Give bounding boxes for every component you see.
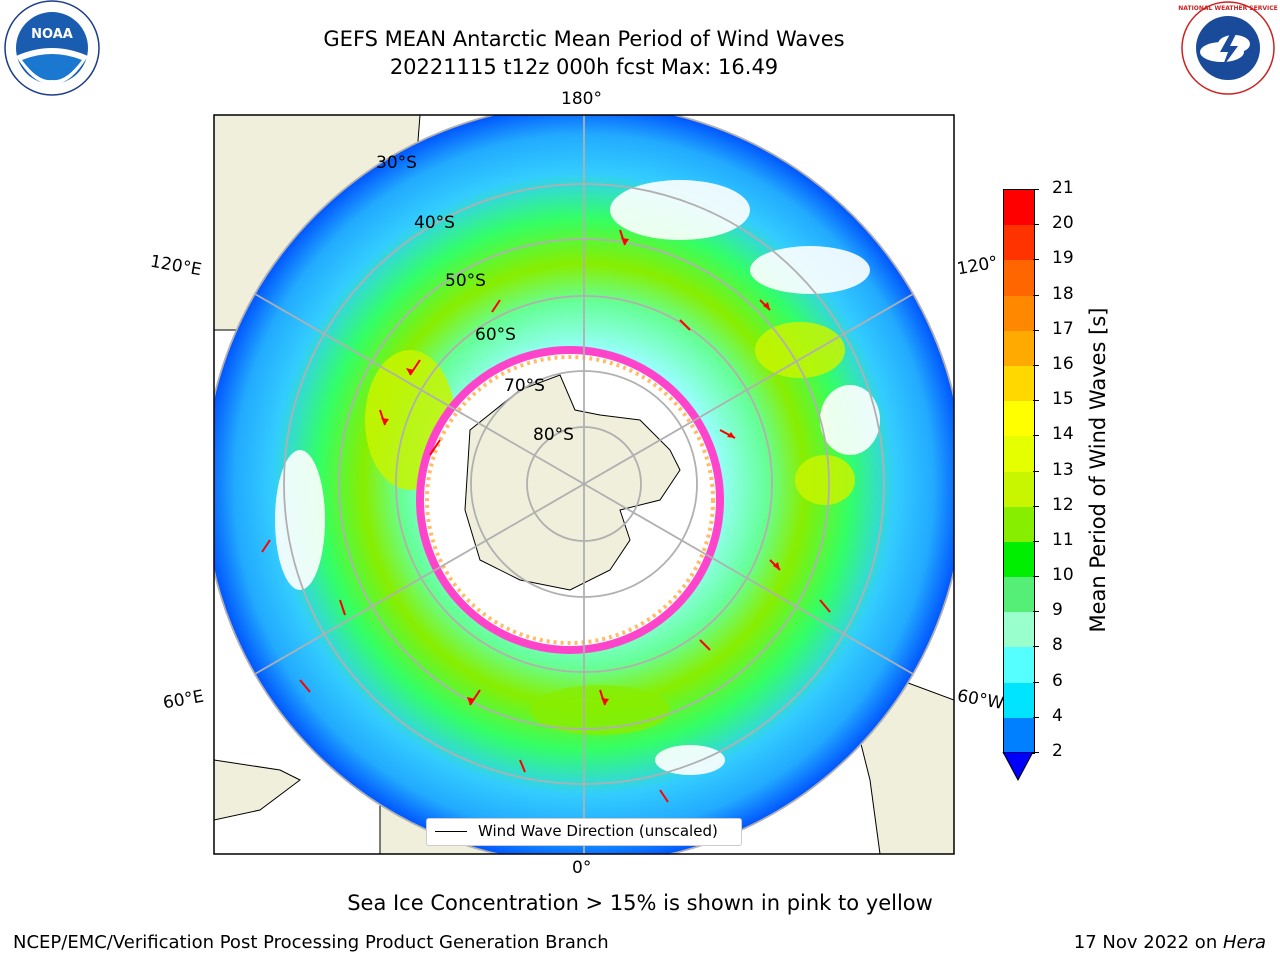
colorbar-tick-label: 11: [1052, 529, 1074, 550]
colorbar-tick-mark: [1033, 505, 1039, 507]
colorbar-tick-label: 16: [1052, 353, 1074, 374]
lon-label-180: 180°: [561, 89, 602, 109]
colorbar-swatch: [1004, 682, 1034, 718]
colorbar-extend-arrow: [1002, 752, 1034, 782]
lat-label-30s: 30°S: [376, 153, 417, 173]
legend-label: Wind Wave Direction (unscaled): [478, 822, 718, 840]
colorbar-tick-mark: [1033, 189, 1039, 190]
colorbar-swatch: [1004, 225, 1034, 261]
colorbar-tick-mark: [1033, 224, 1039, 226]
credit-line: NCEP/EMC/Verification Post Processing Pr…: [13, 932, 609, 953]
colorbar-swatch: [1004, 190, 1034, 226]
colorbar-swatch: [1004, 330, 1034, 366]
colorbar-swatch: [1004, 541, 1034, 578]
colorbar-tick-mark: [1033, 576, 1039, 578]
colorbar-tick-label: 6: [1052, 670, 1063, 691]
lat-label-70s: 70°S: [504, 376, 545, 396]
nws-logo-text: NATIONAL WEATHER SERVICE: [1178, 5, 1277, 12]
colorbar-swatch: [1004, 436, 1034, 472]
colorbar-swatch: [1004, 577, 1034, 613]
colorbar-swatch: [1004, 295, 1034, 331]
colorbar-swatch: [1004, 471, 1034, 507]
colorbar-swatch: [1004, 365, 1034, 402]
lat-label-40s: 40°S: [414, 213, 455, 233]
colorbar-tick-mark: [1033, 364, 1039, 366]
colorbar-tick-mark: [1033, 294, 1039, 296]
colorbar-swatch: [1004, 260, 1034, 296]
colorbar-tick-label: 17: [1052, 318, 1074, 339]
nws-logo: NATIONAL WEATHER SERVICE: [1178, 1, 1278, 95]
noaa-logo-text: NOAA: [31, 27, 73, 42]
lat-label-80s: 80°S: [533, 425, 574, 445]
colorbar-tick-mark: [1033, 259, 1039, 261]
colorbar-tick-mark: [1033, 470, 1039, 472]
colorbar-swatch: [1004, 612, 1034, 648]
colorbar: [1003, 189, 1035, 754]
colorbar-tick-label: 8: [1052, 635, 1063, 656]
map-subtitle: 20221115 t12z 000h fcst Max: 16.49: [389, 55, 779, 79]
colorbar-label: Mean Period of Wind Waves [s]: [1086, 307, 1110, 633]
graticule: [214, 115, 954, 854]
colorbar-tick-mark: [1033, 329, 1039, 331]
colorbar-tick-label: 13: [1052, 459, 1074, 480]
lat-label-60s: 60°S: [475, 325, 516, 345]
colorbar-tick-label: 9: [1052, 600, 1063, 621]
noaa-logo: NOAA: [4, 0, 100, 96]
colorbar-tick-mark: [1033, 400, 1039, 402]
legend-line: [435, 831, 467, 832]
colorbar-tick-label: 12: [1052, 494, 1074, 515]
date-line: 17 Nov 2022 on Hera: [1074, 932, 1266, 953]
colorbar-tick-mark: [1033, 752, 1039, 753]
map-area: [214, 115, 954, 854]
colorbar-tick-label: 14: [1052, 424, 1074, 445]
map-legend: Wind Wave Direction (unscaled): [426, 818, 742, 846]
antarctica: [464, 374, 681, 591]
colorbar-tick-mark: [1033, 540, 1039, 542]
colorbar-tick-label: 18: [1052, 283, 1074, 304]
sea-ice-note: Sea Ice Concentration > 15% is shown in …: [347, 891, 933, 915]
colorbar-tick-mark: [1033, 681, 1039, 683]
colorbar-tick-label: 15: [1052, 389, 1074, 410]
colorbar-tick-label: 20: [1052, 213, 1074, 234]
colorbar-tick-label: 2: [1052, 741, 1063, 761]
colorbar-tick-mark: [1033, 611, 1039, 613]
colorbar-swatch: [1004, 717, 1034, 753]
colorbar-tick-mark: [1033, 435, 1039, 437]
colorbar-swatch: [1004, 401, 1034, 437]
colorbar-swatch: [1004, 647, 1034, 683]
colorbar-tick-mark: [1033, 646, 1039, 648]
lat-label-50s: 50°S: [445, 271, 486, 291]
colorbar-tick-label: 21: [1052, 178, 1074, 198]
colorbar-swatch: [1004, 506, 1034, 542]
colorbar-tick-label: 4: [1052, 705, 1063, 726]
colorbar-tick-mark: [1033, 716, 1039, 718]
date-text: 17 Nov 2022 on: [1073, 932, 1223, 953]
lon-label-0: 0°: [572, 858, 592, 878]
map-title: GEFS MEAN Antarctic Mean Period of Wind …: [323, 27, 845, 51]
colorbar-tick-label: 10: [1052, 565, 1074, 586]
machine-name: Hera: [1222, 932, 1266, 953]
colorbar-tick-label: 19: [1052, 248, 1074, 269]
